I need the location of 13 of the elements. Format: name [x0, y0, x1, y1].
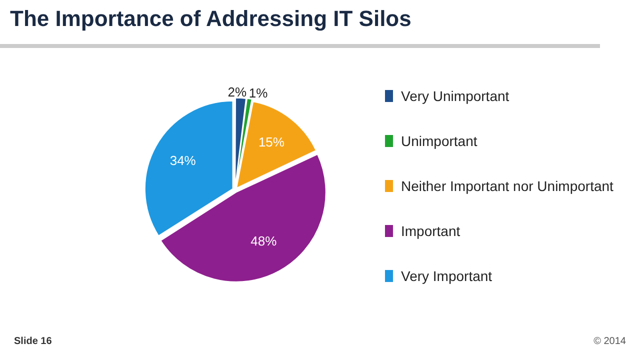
data-label: 1% — [248, 85, 268, 100]
text: © 2014 — [594, 336, 626, 347]
legend-label: Very Unimportant — [401, 88, 510, 104]
legend-label: Very Important — [401, 268, 492, 284]
text: Slide 16 — [14, 336, 52, 347]
legend-label: Neither Important nor Unimportant — [401, 178, 614, 194]
data-label: 34% — [170, 152, 196, 168]
data-label: 2% — [228, 84, 247, 100]
chart-title: The Importance of Addressing IT Silos — [10, 6, 412, 32]
data-label: 48% — [250, 234, 278, 249]
data-label: 15% — [258, 134, 285, 150]
legend-label: Unimportant — [401, 133, 478, 149]
legend-label: Important — [401, 223, 460, 239]
